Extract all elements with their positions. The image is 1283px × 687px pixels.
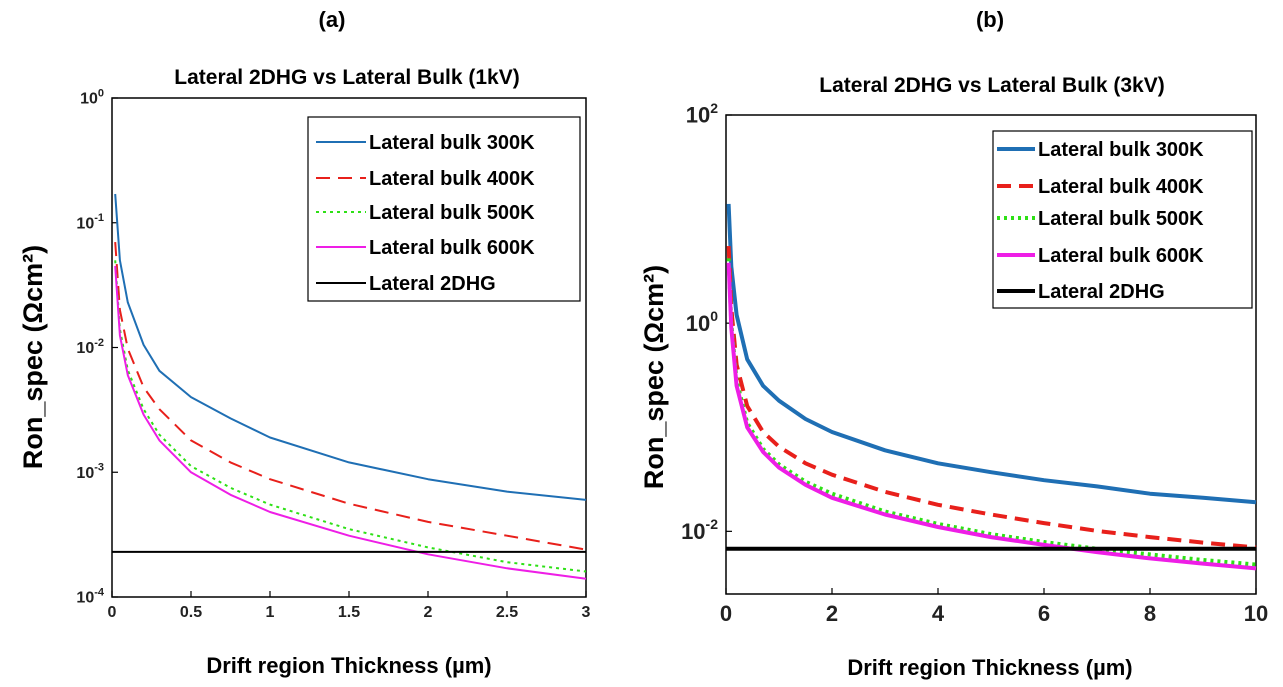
series-line-lateral-bulk-400k [114,242,587,551]
panel-label-b: (b) [976,7,1004,32]
legend-label: Lateral bulk 400K [1038,176,1204,198]
chart-b-y-axis-label: Ron_spec (Ωcm²) [639,265,669,489]
chart-b-title: Lateral 2DHG vs Lateral Bulk (3kV) [819,74,1164,97]
chart-a-x-axis-label: Drift region Thickness (µm) [206,653,491,678]
x-tick-label: 3 [582,604,591,621]
series-line-lateral-bulk-300k [114,193,587,501]
chart-a-plot-area: 0 0.5 1 1.5 2 2.5 3 10-4 10-3 10-2 10-1 100 Lateral … [76,87,590,621]
y-tick-label: 10-2 [681,516,718,544]
legend: Lateral bulk 300K Lateral bulk 400K Latera… [307,116,581,302]
x-tick-label: 6 [1038,601,1050,626]
legend-box [992,130,1253,309]
y-tick-label: 100 [80,87,104,107]
x-tick-label: 1 [266,604,275,621]
chart-b: Lateral 2DHG vs Lateral Bulk (3kV) 0 2 4 6 8… [639,74,1268,680]
legend: Lateral bulk 300K Lateral bulk 400K Latera… [992,130,1253,309]
x-tick-label: 10 [1244,601,1268,626]
legend-label: Lateral 2DHG [369,273,496,295]
x-tick-label: 0.5 [180,604,202,621]
x-tick-label: 2 [826,601,838,626]
legend-label: Lateral bulk 300K [1038,139,1204,161]
x-tick-label: 4 [932,601,945,626]
legend-box [307,116,581,302]
x-tick-label: 1.5 [338,604,360,621]
x-tick-label: 0 [720,601,732,626]
x-tick-label: 8 [1144,601,1156,626]
legend-label: Lateral 2DHG [1038,281,1165,303]
legend-label: Lateral bulk 500K [369,202,535,224]
series-line-lateral-bulk-400k [726,246,1257,550]
legend-label: Lateral bulk 600K [369,237,535,259]
y-tick-label: 102 [686,100,718,128]
chart-a-y-axis-label: Ron_spec (Ωcm²) [18,245,48,469]
x-tick-label: 2.5 [496,604,518,621]
chart-a: Lateral 2DHG vs Lateral Bulk (1kV) 0 0.5 1… [18,66,591,678]
series-line-lateral-bulk-300k [726,203,1257,505]
y-tick-label: 100 [686,308,718,336]
chart-b-x-axis-label: Drift region Thickness (µm) [847,655,1132,680]
y-tick-label: 10-2 [76,337,104,357]
series-line-lateral-bulk-600k [726,262,1257,571]
x-tick-label: 0 [108,604,117,621]
x-tick-label: 2 [424,604,433,621]
series-line-lateral-bulk-600k [114,265,587,580]
series-line-lateral-bulk-500k [114,260,587,573]
y-tick-label: 10-4 [76,586,104,606]
y-tick-label: 10-3 [76,462,104,482]
legend-label: Lateral bulk 300K [369,132,535,154]
y-tick-label: 10-1 [76,212,104,232]
legend-label: Lateral bulk 600K [1038,245,1204,267]
legend-label: Lateral bulk 500K [1038,208,1204,230]
panel-label-a: (a) [319,7,346,32]
plot-frame [725,114,1257,595]
chart-a-title: Lateral 2DHG vs Lateral Bulk (1kV) [174,66,519,89]
legend-label: Lateral bulk 400K [369,168,535,190]
